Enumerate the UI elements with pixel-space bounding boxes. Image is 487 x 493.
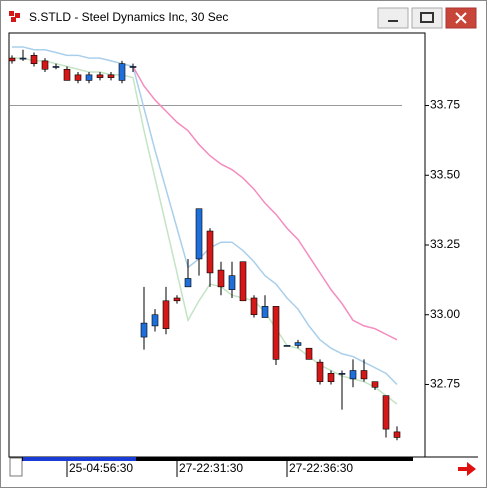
candle-body (195, 208, 203, 260)
candle (393, 426, 401, 441)
candle (195, 208, 203, 276)
candle-body (8, 57, 16, 62)
candle-body (184, 278, 192, 288)
scrollbar[interactable] (22, 457, 413, 461)
candle-body (327, 373, 335, 382)
moving-average-line (12, 57, 398, 405)
x-tick-label: 25-04:56:30 (69, 461, 133, 475)
candle-body (206, 230, 214, 274)
candle (118, 60, 126, 84)
plot: 32.75 33.00 33.25 33.50 33.75 25-04:56:30 27-2… (8, 46, 460, 477)
candle-body (63, 68, 71, 81)
scroll-right-arrow[interactable] (458, 462, 476, 476)
candle-body (294, 342, 302, 346)
candle (162, 286, 170, 335)
candle (30, 52, 38, 67)
candle (206, 228, 214, 287)
candle (19, 49, 27, 61)
candle (8, 55, 16, 64)
candle (272, 306, 280, 365)
candle (217, 261, 225, 296)
moving-average-line (12, 46, 398, 386)
candle-body (305, 347, 313, 360)
candle (85, 72, 93, 84)
candle (63, 66, 71, 81)
minimize-button[interactable] (377, 7, 409, 29)
candle-body (162, 300, 170, 329)
candle-body (140, 322, 148, 338)
candle-body (272, 306, 280, 360)
candle-body (74, 74, 82, 81)
maximize-button[interactable] (411, 7, 443, 29)
candle-body (96, 74, 104, 78)
candle (360, 359, 368, 382)
candle (382, 395, 390, 438)
candle (184, 258, 192, 288)
candle (129, 63, 137, 73)
candle-body (316, 361, 324, 382)
candle-body (52, 66, 60, 68)
candle (305, 347, 313, 360)
candle-body (360, 370, 368, 380)
candle (151, 309, 159, 332)
candle (371, 381, 379, 391)
candle (338, 370, 346, 410)
x-tick-label: 27-22:36:30 (289, 461, 353, 475)
candle-body (129, 66, 137, 68)
candle-body (151, 314, 159, 327)
y-tick-label: 33.50 (430, 167, 460, 181)
candle (283, 345, 291, 347)
y-tick-label: 33.25 (430, 237, 460, 251)
candle-body (85, 74, 93, 81)
app-icon (9, 11, 20, 22)
y-tick-label: 33.00 (430, 307, 460, 321)
candle-body (338, 373, 346, 375)
window-title: S.STLD - Steel Dynamics Inc, 30 Sec (29, 10, 228, 24)
candle (41, 58, 49, 73)
candle (239, 261, 247, 302)
candle-body (217, 269, 225, 288)
candle (228, 261, 236, 298)
candle-body (41, 60, 49, 70)
scroll-box[interactable] (9, 457, 23, 477)
candle-body (107, 74, 115, 78)
candle-body (118, 63, 126, 81)
close-button[interactable] (445, 7, 477, 29)
candle-body (261, 306, 269, 318)
candle (261, 295, 269, 318)
y-tick-label: 33.75 (430, 98, 460, 112)
candle (294, 339, 302, 349)
candle (250, 295, 258, 318)
x-tick-label: 27-22:31:30 (179, 461, 243, 475)
candle-body (371, 381, 379, 388)
candle (316, 359, 324, 385)
candle (173, 295, 181, 304)
candle (349, 359, 357, 388)
candle (96, 72, 104, 81)
candle-body (382, 395, 390, 430)
candle (140, 286, 148, 350)
y-tick-label: 32.75 (430, 377, 460, 391)
candle-body (349, 370, 357, 380)
scroll-thumb[interactable] (23, 457, 136, 461)
candle-body (19, 57, 27, 60)
candle (74, 72, 82, 84)
candle-body (250, 297, 258, 316)
candle-body (228, 275, 236, 290)
candle-body (283, 345, 291, 347)
candle (107, 72, 115, 81)
moving-average-line (132, 66, 398, 341)
candle-body (393, 431, 401, 438)
candle (52, 63, 60, 70)
candle (327, 370, 335, 385)
candle-body (173, 297, 181, 302)
candle-body (239, 261, 247, 302)
candle-body (30, 55, 38, 64)
